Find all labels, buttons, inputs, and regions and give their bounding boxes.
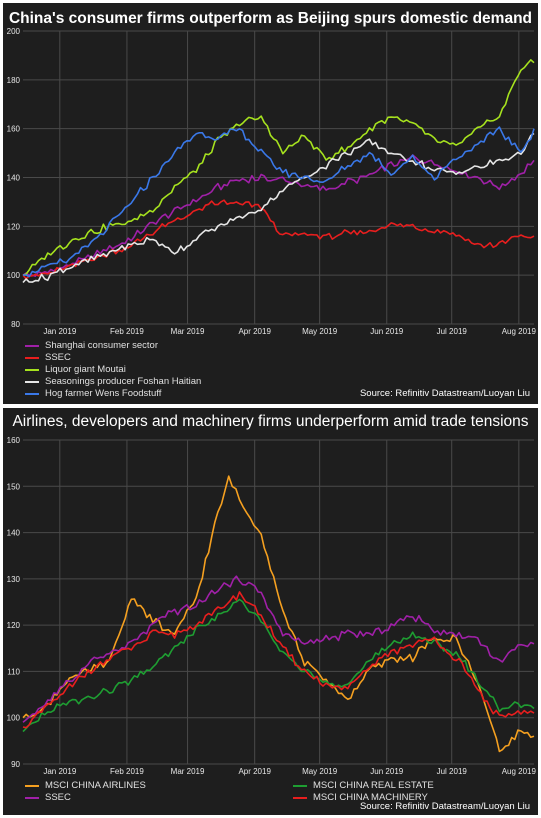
- legend-item: SSEC: [25, 352, 201, 364]
- y-tick-label: 130: [7, 575, 21, 584]
- legend-label: Shanghai consumer sector: [45, 340, 159, 351]
- source-note: Source: Refinitiv Datastream/Luoyan Liu: [359, 388, 530, 399]
- legend: Shanghai consumer sector SSEC Liquor giant…: [25, 340, 201, 400]
- series-line-msci-china-machinery: [22, 591, 535, 729]
- x-tick-label: Feb 2019: [110, 327, 144, 336]
- legend-item: MSCI CHINA AIRLINES: [25, 780, 146, 792]
- series-line-hog-farmer-wens-foodstuff: [22, 126, 535, 278]
- legend-item: MSCI CHINA MACHINERY: [293, 792, 434, 804]
- legend-label: SSEC: [45, 352, 71, 363]
- series-line-ssec: [22, 575, 535, 723]
- y-tick-label: 120: [7, 621, 21, 630]
- x-tick-label: Apr 2019: [238, 767, 271, 776]
- chart-plot-underperform: 90 100 110 120 130 140 150 160 Jan 2019 Feb 2019 M…: [7, 436, 537, 776]
- y-tick-label: 140: [7, 174, 21, 183]
- legend-swatch: [25, 345, 39, 347]
- legend-item: Liquor giant Moutai: [25, 364, 201, 376]
- legend-label: Hog farmer Wens Foodstuff: [45, 388, 162, 399]
- y-tick-label: 150: [7, 482, 21, 491]
- y-tick-label: 120: [7, 222, 21, 231]
- legend-swatch: [25, 797, 39, 799]
- x-tick-label: Feb 2019: [110, 767, 144, 776]
- chart-title: Airlines, developers and machinery firms…: [12, 413, 529, 430]
- chart-panel-underperform: Airlines, developers and machinery firms…: [3, 408, 538, 815]
- legend-label: Liquor giant Moutai: [45, 364, 126, 375]
- y-tick-label: 160: [7, 436, 21, 445]
- y-tick-label: 100: [7, 714, 21, 723]
- series-line-msci-china-real-estate: [22, 598, 535, 733]
- y-tick-label: 90: [11, 760, 20, 769]
- legend-swatch: [293, 785, 307, 787]
- x-tick-label: Jul 2019: [437, 327, 468, 336]
- legend-swatch: [293, 797, 307, 799]
- x-tick-label: Aug 2019: [502, 327, 537, 336]
- y-tick-label: 180: [7, 76, 21, 85]
- legend-item: Shanghai consumer sector: [25, 340, 201, 352]
- chart-plot-consumer: 80 100 120 140 160 180 200 Jan 2019 Feb 2019 Mar …: [7, 27, 537, 336]
- legend-label: SSEC: [45, 792, 71, 803]
- legend-left: MSCI CHINA AIRLINES SSEC: [25, 780, 146, 804]
- x-tick-label: Mar 2019: [171, 767, 205, 776]
- x-tick-label: May 2019: [302, 327, 338, 336]
- y-tick-label: 100: [7, 271, 21, 280]
- x-tick-label: Jun 2019: [370, 767, 403, 776]
- x-tick-label: Jul 2019: [437, 767, 468, 776]
- chart-title: China's consumer firms outperform as Bei…: [8, 10, 533, 27]
- series-line-ssec: [22, 199, 535, 280]
- legend-label: Seasonings producer Foshan Haitian: [45, 376, 202, 387]
- legend-item: Seasonings producer Foshan Haitian: [25, 376, 201, 388]
- x-tick-label: Jan 2019: [43, 767, 76, 776]
- legend-swatch: [25, 393, 39, 395]
- legend-swatch: [25, 785, 39, 787]
- x-tick-label: Mar 2019: [171, 327, 205, 336]
- x-tick-label: Jan 2019: [43, 327, 76, 336]
- series-line-seasonings-producer-foshan-haitian: [22, 132, 535, 284]
- legend-label: MSCI CHINA REAL ESTATE: [313, 780, 434, 791]
- source-note: Source: Refinitiv Datastream/Luoyan Liu: [359, 801, 530, 812]
- legend-label: MSCI CHINA MACHINERY: [313, 792, 428, 803]
- legend-swatch: [25, 381, 39, 383]
- y-tick-label: 140: [7, 529, 21, 538]
- x-tick-label: May 2019: [302, 767, 338, 776]
- series-line-msci-china-airlines: [22, 475, 535, 753]
- x-tick-label: Apr 2019: [238, 327, 271, 336]
- x-tick-label: Jun 2019: [370, 327, 403, 336]
- legend-item: MSCI CHINA REAL ESTATE: [293, 780, 434, 792]
- y-tick-label: 160: [7, 125, 21, 134]
- x-tick-label: Aug 2019: [502, 767, 537, 776]
- legend-item: SSEC: [25, 792, 146, 804]
- y-tick-label: 110: [7, 667, 20, 676]
- chart-panel-consumer: China's consumer firms outperform as Bei…: [3, 3, 538, 404]
- y-tick-label: 80: [11, 320, 20, 329]
- legend-swatch: [25, 357, 39, 359]
- legend-swatch: [25, 369, 39, 371]
- y-tick-label: 200: [7, 27, 21, 36]
- legend-right: MSCI CHINA REAL ESTATE MSCI CHINA MACHINE…: [293, 780, 434, 804]
- legend-label: MSCI CHINA AIRLINES: [45, 780, 146, 791]
- legend-item: Hog farmer Wens Foodstuff: [25, 388, 201, 400]
- series-line-shanghai-consumer-sector: [22, 154, 535, 277]
